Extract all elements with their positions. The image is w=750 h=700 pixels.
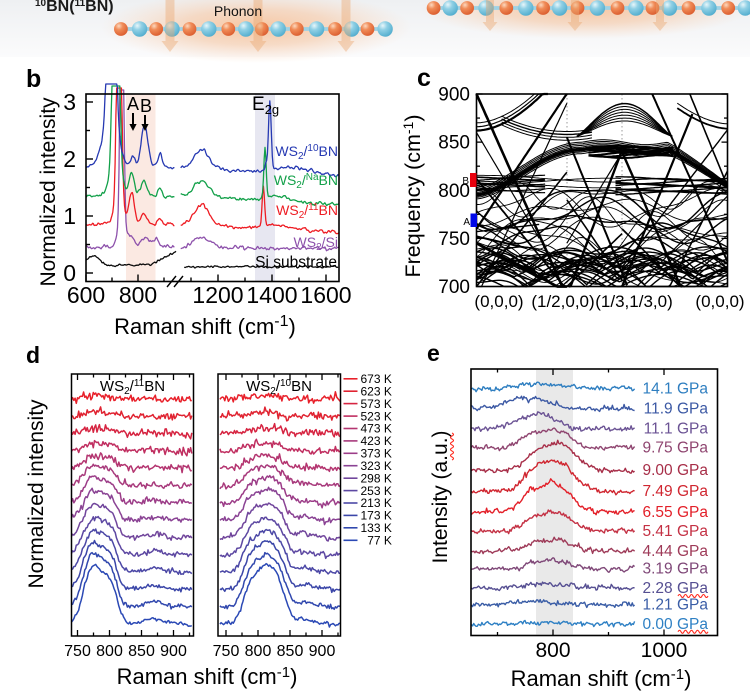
svg-text:Raman shift (cm-1): Raman shift (cm-1) [511,666,692,691]
svg-text:133 K: 133 K [361,521,392,535]
svg-text:7.49 GPa: 7.49 GPa [643,483,709,500]
svg-text:850: 850 [128,643,155,660]
svg-text:1200: 1200 [192,282,243,308]
svg-text:Phonon: Phonon [214,3,262,19]
svg-text:1400: 1400 [246,282,297,308]
svg-text:800: 800 [438,181,470,202]
svg-text:623 K: 623 K [361,384,392,398]
svg-text:4.44 GPa: 4.44 GPa [643,543,709,560]
svg-text:9.00 GPa: 9.00 GPa [643,462,709,479]
svg-text:9.75 GPa: 9.75 GPa [643,440,709,457]
svg-text:800: 800 [535,639,570,662]
svg-text:423 K: 423 K [361,434,392,448]
svg-text:WS2/11BN: WS2/11BN [100,378,165,397]
svg-text:2: 2 [63,146,76,172]
svg-text:1: 1 [63,203,76,229]
svg-text:253 K: 253 K [361,484,392,498]
svg-text:900: 900 [438,85,470,106]
svg-text:3.19 GPa: 3.19 GPa [643,561,709,578]
svg-text:850: 850 [438,133,470,154]
svg-text:Si substrate: Si substrate [255,254,337,271]
svg-text:(0,0,0): (0,0,0) [695,292,744,311]
svg-text:B: B [462,176,469,187]
svg-text:523 K: 523 K [361,409,392,423]
svg-text:850: 850 [277,643,304,660]
svg-text:A: A [463,217,470,228]
svg-text:Raman shift (cm-1): Raman shift (cm-1) [117,664,298,689]
svg-text:673 K: 673 K [361,372,392,386]
svg-text:213 K: 213 K [361,496,392,510]
svg-text:473 K: 473 K [361,422,392,436]
svg-text:d: d [26,342,40,368]
svg-text:800: 800 [96,643,123,660]
svg-text:800: 800 [245,643,272,660]
svg-text:1000: 1000 [641,639,688,662]
svg-text:11.1 GPa: 11.1 GPa [644,421,709,438]
svg-text:900: 900 [309,643,336,660]
svg-text:750: 750 [213,643,240,660]
svg-text:B: B [140,96,152,116]
svg-text:750: 750 [438,229,470,250]
svg-text:700: 700 [438,277,470,298]
svg-text:c: c [417,64,431,92]
svg-text:14.1 GPa: 14.1 GPa [643,381,709,398]
svg-text:373 K: 373 K [361,447,392,461]
svg-text:1.21 GPa: 1.21 GPa [643,597,709,614]
svg-text:Raman shift (cm-1): Raman shift (cm-1) [114,313,296,339]
svg-text:WS2/10BN: WS2/10BN [275,143,338,162]
svg-text:3: 3 [63,89,76,115]
svg-text:Frequency (cm-1): Frequency (cm-1) [400,115,425,278]
svg-text:WS2/11BN: WS2/11BN [276,202,338,221]
svg-text:(0,0,0): (0,0,0) [474,292,523,311]
svg-text:1600: 1600 [300,282,351,308]
svg-text:WS2/Si: WS2/Si [294,234,338,253]
svg-text:(1/2,0,0): (1/2,0,0) [531,292,594,311]
svg-text:0.00 GPa: 0.00 GPa [643,616,709,633]
svg-text:77 K: 77 K [367,534,392,548]
svg-text:WS2/10BN: WS2/10BN [246,378,312,397]
svg-text:298 K: 298 K [361,471,392,485]
svg-text:11.9 GPa: 11.9 GPa [644,401,709,418]
svg-text:e: e [427,340,440,366]
svg-text:6.55 GPa: 6.55 GPa [643,504,709,521]
svg-text:b: b [26,65,41,93]
svg-text:900: 900 [160,643,187,660]
svg-text:173 K: 173 K [361,509,392,523]
svg-text:10BN(11BN): 10BN(11BN) [35,0,114,15]
svg-text:A: A [127,94,139,114]
svg-text:(1/3,1/3,0): (1/3,1/3,0) [595,292,673,311]
svg-text:750: 750 [64,643,91,660]
svg-text:Normalized intensity: Normalized intensity [37,97,60,287]
svg-text:2.28 GPa: 2.28 GPa [643,580,709,597]
svg-text:800: 800 [119,282,157,308]
svg-text:Normalized intensity: Normalized intensity [25,399,48,589]
svg-text:600: 600 [67,282,105,308]
svg-text:0: 0 [63,260,76,286]
svg-text:WS2/NaBN: WS2/NaBN [274,172,338,191]
svg-text:573 K: 573 K [361,397,392,411]
svg-text:323 K: 323 K [361,459,392,473]
svg-text:5.41 GPa: 5.41 GPa [643,523,709,540]
svg-text:Intensity (a.u.): Intensity (a.u.) [429,430,452,563]
